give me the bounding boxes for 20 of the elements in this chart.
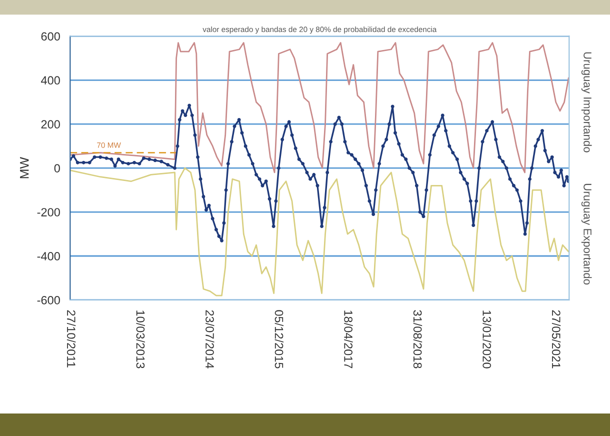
y-tick-label: 600 <box>41 32 60 41</box>
text: Uruguay Importando <box>581 52 592 152</box>
y-tick-label: 0 <box>54 164 60 172</box>
line-series <box>70 42 570 174</box>
text: Uruguay Exportando <box>581 184 592 285</box>
y-tick-label: 400 <box>41 76 60 85</box>
x-tick-label: 13/01/2020 <box>482 310 492 368</box>
x-tick-label: 27/05/2021 <box>552 310 561 368</box>
y-tick-label: -200 <box>37 208 60 216</box>
x-tick-label: 31/08/2018 <box>413 310 422 368</box>
y-tick-label: -600 <box>37 296 60 304</box>
y-tick-label: -400 <box>37 252 60 260</box>
x-tick-label: 23/07/2014 <box>206 310 214 368</box>
x-tick-label: 18/04/2017 <box>344 310 353 368</box>
y-tick-label: 200 <box>41 120 60 129</box>
x-tick-label: 05/12/2015 <box>274 310 284 368</box>
line-series <box>70 167 570 296</box>
x-tick-label: 10/03/2013 <box>136 310 145 368</box>
y-axis-title: MW <box>20 157 29 178</box>
x-tick-label: 27/10/2011 <box>66 310 76 368</box>
